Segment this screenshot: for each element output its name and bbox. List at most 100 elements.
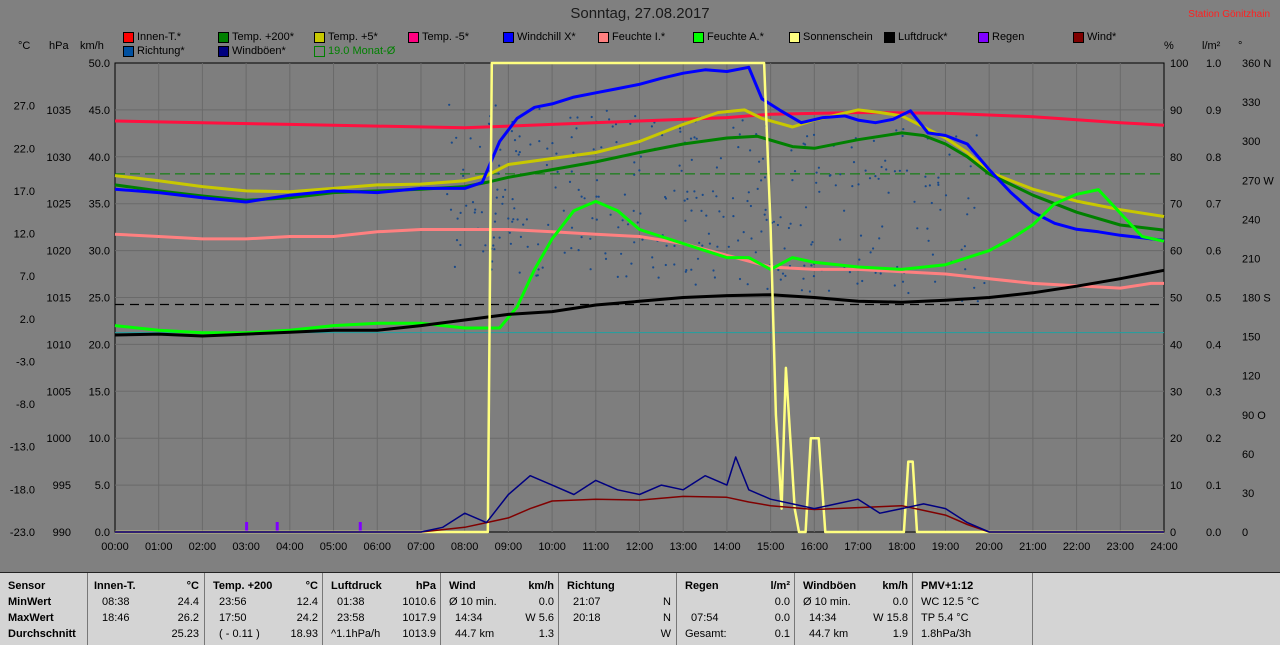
direction-dot (828, 174, 831, 177)
luftdruck-min-value: 1010.6 (402, 596, 436, 608)
direction-dot (868, 177, 872, 180)
direction-dot (504, 188, 507, 191)
x-tick-00:00: 00:00 (101, 541, 129, 553)
x-tick-15:00: 15:00 (757, 541, 785, 553)
direction-dot (715, 195, 718, 198)
direction-dot (499, 148, 502, 151)
direction-dot (864, 169, 867, 172)
direction-dot (517, 153, 520, 156)
direction-dot (590, 115, 593, 119)
direction-dot (975, 134, 978, 137)
rain-tick-3: 0.7 (1206, 199, 1221, 211)
direction-dot (493, 220, 497, 223)
direction-dot (508, 231, 511, 234)
direction-dot (760, 230, 763, 233)
direction-dot (576, 116, 579, 119)
direction-dot (750, 237, 753, 240)
direction-dot (684, 219, 687, 222)
direction-dot (827, 289, 831, 292)
direction-dot (570, 170, 573, 173)
direction-dot (948, 153, 951, 156)
temp-tick-5: 2.0 (20, 314, 35, 326)
direction-dot (885, 168, 888, 171)
rain-tick-7: 0.3 (1206, 386, 1221, 398)
direction-dot (756, 187, 759, 190)
dir-unit: ° (1238, 40, 1243, 52)
wind-column: Wind km/h Ø 10 min. 0.0 14:34 W 5.6 44.7… (440, 573, 559, 645)
direction-dot (678, 164, 681, 167)
direction-dot (455, 239, 459, 242)
temp200-header: Temp. +200 (213, 580, 273, 592)
direction-dot (661, 134, 664, 137)
direction-dot (843, 209, 846, 212)
direction-dot (884, 159, 887, 162)
direction-dot (536, 274, 539, 277)
direction-dot (716, 245, 719, 248)
pmv-pressure-trend: 1.8hPa/3h (921, 628, 972, 640)
temp-tick-2: 17.0 (14, 186, 35, 198)
wind-distance: 44.7 km (455, 628, 495, 640)
direction-dot (960, 248, 963, 251)
direction-dot (693, 136, 696, 139)
direction-dot (562, 209, 565, 212)
temp-tick-3: 12.0 (14, 229, 35, 241)
legend-item: Richtung* (123, 45, 185, 57)
direction-dot (930, 201, 933, 205)
direction-dot (639, 212, 642, 215)
direction-dot (633, 241, 636, 244)
direction-dot (685, 269, 688, 272)
innen-max-time: 18:46 (102, 612, 130, 624)
empty-column (1032, 573, 1280, 645)
direction-dot (575, 127, 578, 130)
direction-dot (964, 268, 967, 271)
direction-dot (927, 239, 930, 242)
boeen-max-value: W 15.8 (873, 612, 908, 624)
direction-dot (551, 142, 554, 145)
direction-dot (708, 242, 712, 245)
direction-dot (747, 191, 750, 194)
regen-column: Regen l/m² 0.0 07:54 0.0 Gesamt: 0.1 (676, 573, 795, 645)
boeen-min-label: Ø 10 min. (803, 596, 851, 608)
innen-min-value: 24.4 (177, 596, 199, 608)
direction-dot (901, 134, 904, 138)
rain-unit: l/m² (1202, 40, 1221, 52)
legend-label: Regen (992, 31, 1025, 43)
direction-dot (494, 212, 497, 215)
dir-tick-9: 90 O (1242, 410, 1266, 422)
direction-dot (620, 252, 623, 255)
legend-item: Sonnenschein (789, 31, 873, 43)
x-tick-01:00: 01:00 (145, 541, 173, 553)
direction-dot (790, 149, 793, 152)
direction-dot (937, 176, 940, 179)
direction-dot (803, 264, 806, 267)
dir-tick-8: 120 (1242, 371, 1260, 383)
innen-header: Innen-T. (94, 580, 136, 592)
boeen-distance: 44.7 km (809, 628, 849, 640)
legend-item: Temp. +5* (314, 31, 378, 43)
direction-dot (583, 197, 586, 200)
wind-tick-4: 30.0 (89, 246, 110, 258)
direction-dot (625, 275, 628, 278)
direction-dot (537, 268, 540, 271)
legend-label: Luftdruck* (898, 31, 948, 43)
direction-dot (690, 158, 693, 161)
temp-tick-6: -3.0 (16, 356, 35, 368)
direction-dot (789, 222, 792, 225)
series-line-0 (114, 111, 1165, 130)
percent-tick-4: 60 (1170, 246, 1182, 258)
x-tick-02:00: 02:00 (189, 541, 217, 553)
x-tick-20:00: 20:00 (975, 541, 1003, 553)
wind-tick-5: 25.0 (89, 293, 110, 305)
statistics-table: Sensor MinWert MaxWert Durchschnitt Inne… (0, 572, 1280, 645)
direction-dot (589, 237, 592, 240)
direction-dot (861, 279, 864, 283)
temp-tick-9: -18.0 (10, 484, 35, 496)
direction-dot (487, 122, 491, 125)
direction-dot (511, 220, 514, 223)
pressure-tick-4: 1015 (47, 293, 71, 305)
innen-column: Innen-T. °C 08:38 24.4 18:46 26.2 25.23 (87, 573, 205, 645)
direction-dot (580, 236, 583, 239)
direction-dot (529, 143, 532, 146)
luftdruck-unit: hPa (415, 580, 436, 592)
